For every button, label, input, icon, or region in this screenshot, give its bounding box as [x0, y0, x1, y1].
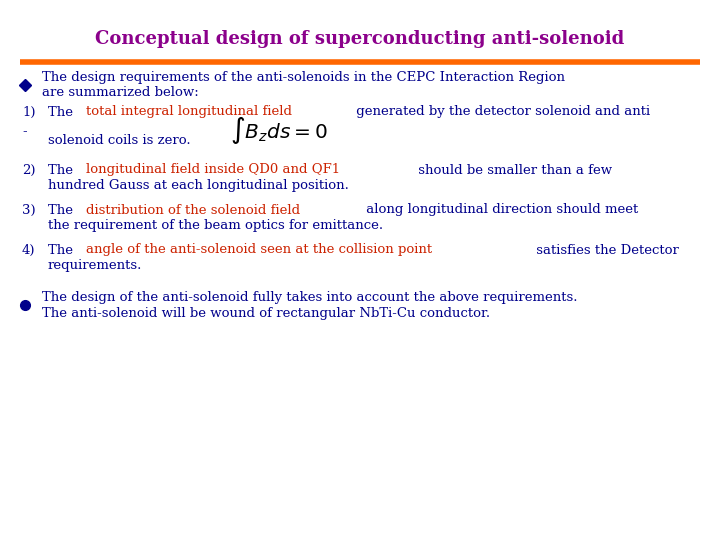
Text: total integral longitudinal field: total integral longitudinal field	[86, 105, 292, 118]
Text: distribution of the solenoid field: distribution of the solenoid field	[86, 204, 300, 217]
Text: along longitudinal direction should meet: along longitudinal direction should meet	[362, 204, 639, 217]
Text: The design of the anti-solenoid fully takes into account the above requirements.: The design of the anti-solenoid fully ta…	[42, 291, 577, 303]
Text: the requirement of the beam optics for emittance.: the requirement of the beam optics for e…	[48, 219, 383, 233]
Text: requirements.: requirements.	[48, 260, 143, 273]
Text: The: The	[48, 105, 77, 118]
Text: The design requirements of the anti-solenoids in the CEPC Interaction Region: The design requirements of the anti-sole…	[42, 71, 565, 84]
Text: 1): 1)	[22, 105, 35, 118]
Text: The: The	[48, 164, 77, 177]
Text: satisfies the Detector: satisfies the Detector	[532, 244, 679, 256]
Text: longitudinal field inside QD0 and QF1: longitudinal field inside QD0 and QF1	[86, 164, 340, 177]
Text: are summarized below:: are summarized below:	[42, 86, 199, 99]
Text: should be smaller than a few: should be smaller than a few	[414, 164, 612, 177]
Text: 4): 4)	[22, 244, 35, 256]
Text: -: -	[22, 125, 27, 138]
Text: angle of the anti-solenoid seen at the collision point: angle of the anti-solenoid seen at the c…	[86, 244, 432, 256]
Text: $\int B_z ds = 0$: $\int B_z ds = 0$	[230, 114, 328, 146]
Text: 3): 3)	[22, 204, 35, 217]
Text: 2): 2)	[22, 164, 35, 177]
Text: The: The	[48, 244, 77, 256]
Text: The: The	[48, 204, 77, 217]
Text: The anti-solenoid will be wound of rectangular NbTi-Cu conductor.: The anti-solenoid will be wound of recta…	[42, 307, 490, 320]
Text: solenoid coils is zero.: solenoid coils is zero.	[48, 133, 191, 146]
Text: hundred Gauss at each longitudinal position.: hundred Gauss at each longitudinal posit…	[48, 179, 349, 192]
Text: generated by the detector solenoid and anti: generated by the detector solenoid and a…	[351, 105, 649, 118]
Text: Conceptual design of superconducting anti-solenoid: Conceptual design of superconducting ant…	[95, 30, 625, 48]
